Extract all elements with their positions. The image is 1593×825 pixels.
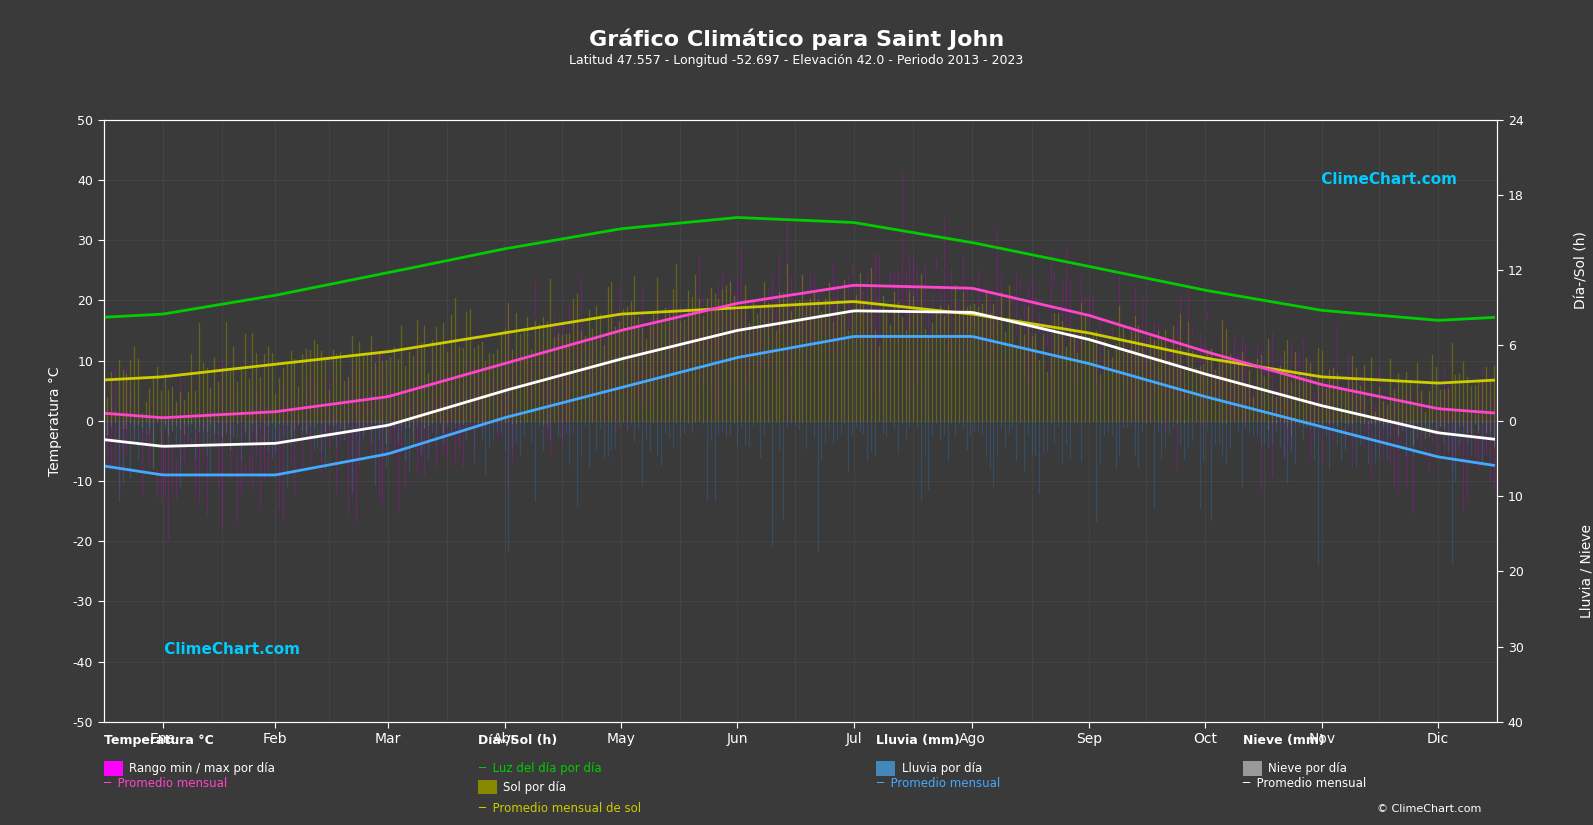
Text: Lluvia (mm): Lluvia (mm) (876, 733, 961, 747)
Text: Día-/Sol (h): Día-/Sol (h) (1574, 231, 1588, 309)
Text: Día-/Sol (h): Día-/Sol (h) (478, 733, 558, 747)
Text: ─  Promedio mensual: ─ Promedio mensual (1243, 777, 1367, 790)
Text: ─  Luz del día por día: ─ Luz del día por día (478, 762, 602, 776)
Text: Lluvia / Nieve
(mm): Lluvia / Nieve (mm) (1580, 525, 1593, 618)
Text: Temperatura °C: Temperatura °C (104, 733, 213, 747)
Text: ─  Promedio mensual: ─ Promedio mensual (104, 777, 228, 790)
Text: ─  Promedio mensual de sol: ─ Promedio mensual de sol (478, 802, 640, 815)
Text: ─  Promedio mensual: ─ Promedio mensual (876, 777, 1000, 790)
Text: © ClimeChart.com: © ClimeChart.com (1376, 804, 1481, 813)
Text: Lluvia por día: Lluvia por día (902, 762, 981, 776)
Text: Sol por día: Sol por día (503, 780, 567, 794)
Text: Rango min / max por día: Rango min / max por día (129, 762, 276, 776)
Text: Latitud 47.557 - Longitud -52.697 - Elevación 42.0 - Periodo 2013 - 2023: Latitud 47.557 - Longitud -52.697 - Elev… (569, 54, 1024, 67)
Text: Gráfico Climático para Saint John: Gráfico Climático para Saint John (589, 29, 1004, 50)
Text: Nieve por día: Nieve por día (1268, 762, 1348, 776)
Text: ClimeChart.com: ClimeChart.com (159, 642, 301, 657)
Text: ClimeChart.com: ClimeChart.com (1316, 172, 1458, 187)
Text: Nieve (mm): Nieve (mm) (1243, 733, 1324, 747)
Y-axis label: Temperatura °C: Temperatura °C (48, 366, 62, 475)
